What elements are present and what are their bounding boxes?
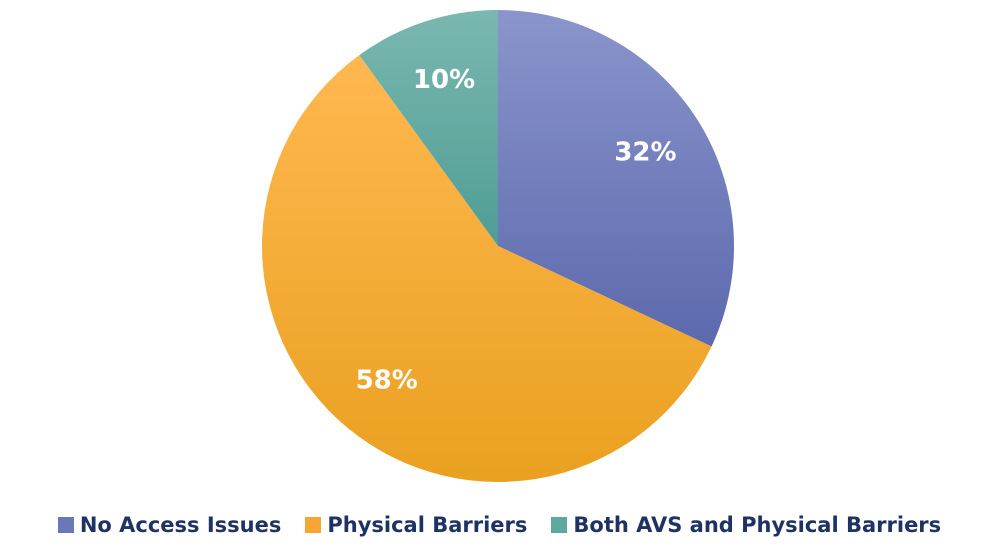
legend-label-no-access-issues: No Access Issues bbox=[79, 513, 282, 537]
legend: No Access Issues Physical Barriers Both … bbox=[0, 507, 999, 543]
pie-slice-no-access-issues bbox=[498, 10, 735, 347]
legend-swatch-both-avs-and-physical-barriers bbox=[551, 517, 568, 533]
legend-swatch-no-access-issues bbox=[57, 517, 74, 533]
legend-item-both-avs-and-physical-barriers: Both AVS and Physical Barriers bbox=[551, 513, 941, 537]
pie-slice-both-avs-and-physical-barriers bbox=[359, 10, 498, 246]
pie-data-labels: 32% 58% 10% bbox=[356, 65, 677, 396]
legend-swatch-physical-barriers bbox=[305, 517, 322, 533]
pie-label-physical-barriers: 58% bbox=[356, 366, 418, 396]
pie-slices bbox=[261, 10, 735, 483]
legend-label-both-avs-and-physical-barriers: Both AVS and Physical Barriers bbox=[573, 513, 942, 537]
legend-item-physical-barriers: Physical Barriers bbox=[305, 513, 527, 537]
legend-item-no-access-issues: No Access Issues bbox=[57, 513, 282, 537]
pie-slice-physical-barriers bbox=[261, 55, 712, 483]
legend-label-physical-barriers: Physical Barriers bbox=[327, 513, 528, 537]
pie-label-both-avs-and-physical-barriers: 10% bbox=[413, 65, 475, 95]
pie-label-no-access-issues: 32% bbox=[614, 137, 676, 167]
